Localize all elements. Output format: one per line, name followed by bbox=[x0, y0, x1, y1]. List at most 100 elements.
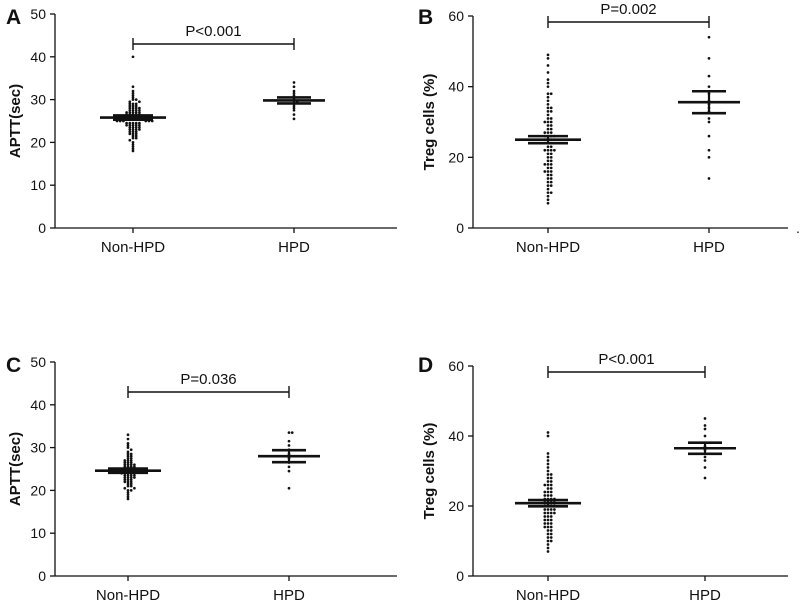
panel-c-data-point bbox=[126, 441, 130, 445]
panel-b-data-point bbox=[546, 110, 550, 113]
panel-a-data-point bbox=[128, 128, 132, 131]
panel-b-data-point bbox=[546, 124, 550, 127]
panel-d-data-point bbox=[703, 427, 707, 431]
panel-d-data-point bbox=[549, 532, 553, 536]
panel-a-data-point bbox=[125, 121, 128, 125]
panel-d-data-point bbox=[549, 529, 553, 532]
panel-c-data-point bbox=[126, 459, 130, 462]
panel-c-data-point bbox=[126, 493, 130, 497]
panel-c-data-point bbox=[129, 456, 133, 460]
panel-b-data-point bbox=[546, 187, 550, 191]
panel-c-data-point bbox=[123, 478, 127, 482]
panel-d-data-point bbox=[549, 483, 553, 487]
panel-a-data-point bbox=[292, 93, 296, 97]
panel-a-letter: A bbox=[6, 6, 21, 29]
panel-d-ytick-label: 20 bbox=[448, 498, 464, 514]
panel-b-data-point bbox=[546, 99, 550, 103]
panel-b-data-point bbox=[546, 177, 550, 180]
panel-b-data-point bbox=[707, 57, 711, 60]
panel-a-data-point bbox=[131, 143, 135, 146]
panel-a-data-point bbox=[131, 132, 135, 136]
panel-c-data-point bbox=[287, 465, 291, 469]
panel-b-data-point bbox=[546, 85, 550, 89]
panel-d-data-point bbox=[546, 490, 550, 494]
panel-a-data-point bbox=[131, 134, 135, 138]
panel-d-data-point bbox=[543, 483, 547, 487]
panel-d-data-point bbox=[546, 466, 550, 469]
panel-a-data-point bbox=[131, 91, 135, 95]
panel-d-data-point bbox=[549, 522, 553, 525]
stray-mark: . bbox=[796, 220, 800, 236]
panel-a-data-point bbox=[138, 108, 141, 112]
panel-d-data-point bbox=[549, 511, 553, 515]
panel-c-ylabel: APTT(sec) bbox=[7, 432, 24, 506]
panel-b-data-point bbox=[549, 117, 553, 120]
panel-d-ytick-label: 60 bbox=[448, 358, 464, 374]
panel-c-ytick-label: 40 bbox=[30, 397, 46, 413]
panel-b-data-point bbox=[546, 191, 550, 195]
panel-c-data-point bbox=[129, 454, 133, 458]
panel-a-ytick-label: 0 bbox=[38, 220, 46, 236]
panel-d-data-point bbox=[546, 522, 550, 525]
panel-a-data-point bbox=[292, 89, 296, 93]
panel-b-data-point bbox=[546, 166, 550, 170]
panel-d-data-point bbox=[546, 480, 550, 483]
panel-c-data-point bbox=[290, 431, 294, 434]
panel-d-data-point bbox=[549, 508, 553, 511]
panel-c-data-point bbox=[287, 469, 291, 473]
panel-a-data-point bbox=[131, 85, 135, 89]
panel-a-p-value: P<0.001 bbox=[185, 23, 241, 40]
panel-d-data-point bbox=[703, 476, 707, 480]
panel-b-data-point bbox=[549, 131, 553, 134]
panel-d-data-point bbox=[546, 518, 550, 522]
panel-a-data-point bbox=[134, 132, 138, 136]
panel-d-data-point bbox=[546, 550, 550, 553]
panel-d-data-point bbox=[546, 452, 550, 455]
panel-b-data-point bbox=[549, 145, 553, 149]
panel-c-data-point bbox=[126, 482, 130, 486]
panel-d-data-point bbox=[553, 508, 556, 511]
panel-a-data-point bbox=[134, 121, 138, 125]
panel-b-data-point bbox=[543, 120, 547, 124]
panel-d-category-label: Non-HPD bbox=[516, 587, 580, 601]
panel-c-ytick-label: 30 bbox=[30, 440, 46, 456]
panel-a-data-point bbox=[131, 126, 135, 129]
panel-d-data-point bbox=[543, 494, 547, 497]
panel-a-category-label: Non-HPD bbox=[101, 239, 165, 256]
panel-d-data-point bbox=[546, 539, 550, 543]
panel-d-data-point bbox=[703, 459, 707, 462]
panel-d-data-point bbox=[546, 476, 550, 480]
panel-c-data-point bbox=[129, 478, 133, 482]
panel-b-data-point bbox=[546, 155, 550, 159]
panel-d-data-point bbox=[543, 490, 547, 494]
panel-a-data-point bbox=[134, 136, 138, 140]
panel-c-data-point bbox=[126, 495, 130, 499]
panel-b-data-point bbox=[707, 74, 711, 78]
panel-c-data-point bbox=[123, 486, 127, 490]
panel-a-data-point bbox=[138, 121, 141, 125]
panel-a-data-point bbox=[131, 121, 135, 125]
panel-a-data-point bbox=[292, 91, 296, 95]
panel-b-data-point bbox=[549, 92, 553, 96]
panel-b-data-point bbox=[707, 85, 711, 89]
panel-a-data-point bbox=[128, 111, 132, 114]
panel-d-data-point bbox=[546, 483, 550, 487]
panel-d-data-point bbox=[703, 466, 707, 469]
panel-b-data-point bbox=[546, 148, 550, 152]
panel-b-data-point bbox=[549, 177, 553, 180]
panel-a-ylabel: APTT(sec) bbox=[7, 84, 24, 158]
panel-d-data-point bbox=[543, 511, 547, 515]
panel-c-data-point bbox=[126, 444, 130, 447]
panel-b-data-point bbox=[707, 35, 711, 39]
panel-c-data-point bbox=[129, 459, 133, 462]
panel-a-ytick-label: 20 bbox=[30, 134, 46, 150]
panel-c-data-point bbox=[129, 482, 133, 486]
panel-b-data-point bbox=[549, 163, 553, 166]
panel-c-data-point bbox=[126, 450, 130, 454]
panel-b-data-point bbox=[543, 163, 547, 166]
panel-a-data-point bbox=[128, 126, 132, 129]
panel-a-data-point bbox=[131, 111, 135, 114]
panel-c-data-point bbox=[129, 480, 133, 484]
panel-d: D 0 20 40 60 Non-HPD HPD Treg cells (%) P<0.001 bbox=[418, 351, 788, 601]
panel-a-data-point bbox=[128, 138, 132, 142]
